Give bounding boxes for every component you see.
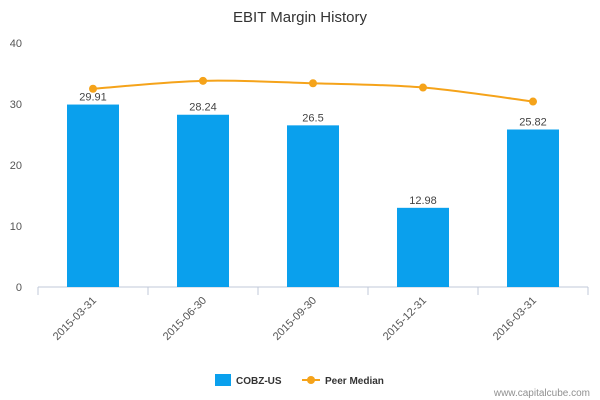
y-tick-label: 30 — [10, 99, 22, 111]
peer-median-point — [309, 79, 317, 88]
bar-data-label: 26.5 — [302, 112, 323, 124]
legend-swatch-bar — [215, 374, 231, 386]
peer-median-point — [89, 84, 97, 93]
bar-data-label: 29.91 — [79, 92, 107, 104]
bar — [507, 129, 559, 287]
peer-median-point — [199, 76, 207, 85]
line-series — [89, 76, 537, 106]
chart-title: EBIT Margin History — [233, 9, 367, 26]
x-tick-label: 2015-06-30 — [161, 295, 209, 343]
bar — [397, 207, 449, 287]
peer-median-point — [419, 83, 427, 92]
legend-swatch-marker — [307, 376, 315, 384]
x-tick-label: 2015-03-31 — [51, 295, 99, 343]
bar — [287, 125, 339, 287]
bar-series: 29.91 28.24 26.5 12.98 25.82 — [67, 92, 559, 288]
y-tick-label: 0 — [16, 282, 22, 294]
y-tick-label: 10 — [10, 221, 22, 233]
y-tick-label: 40 — [10, 38, 22, 50]
bar-data-label: 12.98 — [409, 195, 437, 207]
bar-data-label: 25.82 — [519, 116, 547, 128]
bar — [177, 114, 229, 288]
peer-median-point — [529, 97, 537, 106]
x-tick-label: 2015-09-30 — [271, 295, 319, 343]
legend-label: Peer Median — [325, 376, 384, 387]
bar-data-label: 28.24 — [189, 102, 217, 114]
bar — [67, 104, 119, 287]
source-credit: www.capitalcube.com — [493, 388, 590, 399]
legend: COBZ-US Peer Median — [215, 374, 384, 387]
x-tick-label: 2016-03-31 — [491, 295, 539, 343]
y-tick-label: 20 — [10, 160, 22, 172]
legend-label: COBZ-US — [236, 376, 282, 387]
x-tick-label: 2015-12-31 — [381, 295, 429, 343]
